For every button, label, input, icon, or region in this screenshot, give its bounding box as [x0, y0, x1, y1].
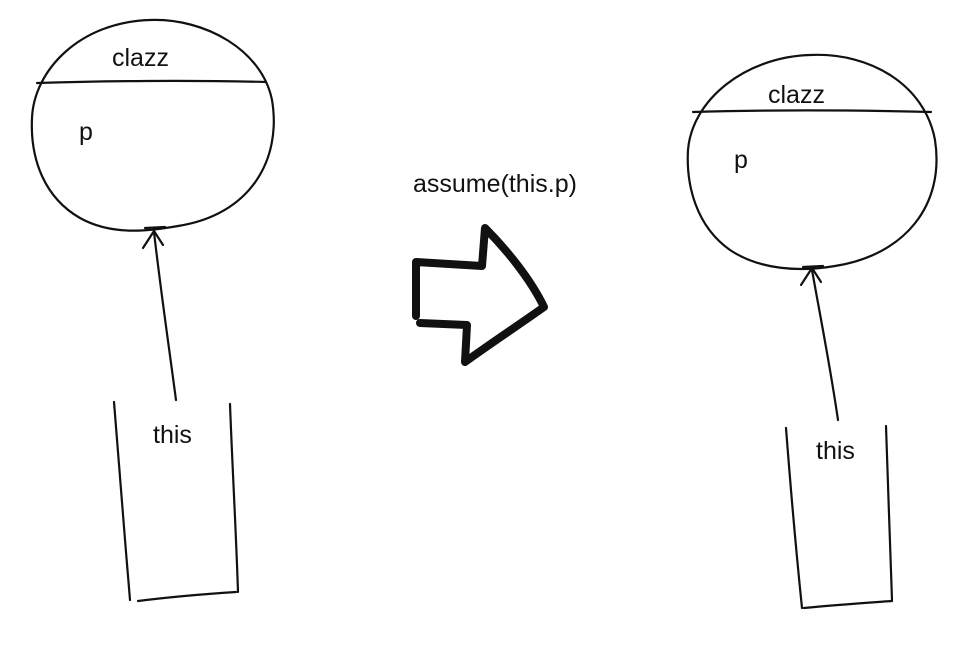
after-reference-arrow-head — [799, 266, 823, 287]
after-reference-arrow-tick — [801, 264, 825, 269]
before-object-circle — [30, 18, 275, 232]
after-object-divider — [691, 109, 933, 114]
after-object-field-label: p — [734, 146, 748, 174]
before-stack-frame-bottom-edge — [136, 590, 238, 603]
before-reference-arrow-shaft — [152, 230, 178, 402]
before-state — [30, 18, 275, 603]
before-reference-arrow-head — [141, 229, 165, 250]
after-state — [686, 53, 938, 610]
before-object-divider — [35, 79, 268, 85]
after-reference-arrow-shaft — [810, 268, 840, 422]
before-reference-label: this — [153, 421, 192, 449]
before-stack-frame-left-edge — [112, 400, 132, 602]
transition — [412, 224, 548, 366]
after-reference-label: this — [816, 437, 855, 465]
transition-operation-label: assume(this.p) — [413, 170, 577, 198]
after-object-header-label: clazz — [768, 81, 825, 109]
transition-arrow — [412, 224, 548, 366]
before-reference-arrow-tick — [143, 225, 167, 230]
after-stack-frame-right-edge — [884, 424, 894, 602]
before-object-header-label: clazz — [112, 44, 169, 72]
before-stack-frame-right-edge — [228, 402, 240, 594]
after-stack-frame-left-edge — [784, 426, 804, 610]
after-stack-frame-bottom-edge — [802, 599, 894, 610]
before-object-field-label: p — [79, 118, 93, 146]
